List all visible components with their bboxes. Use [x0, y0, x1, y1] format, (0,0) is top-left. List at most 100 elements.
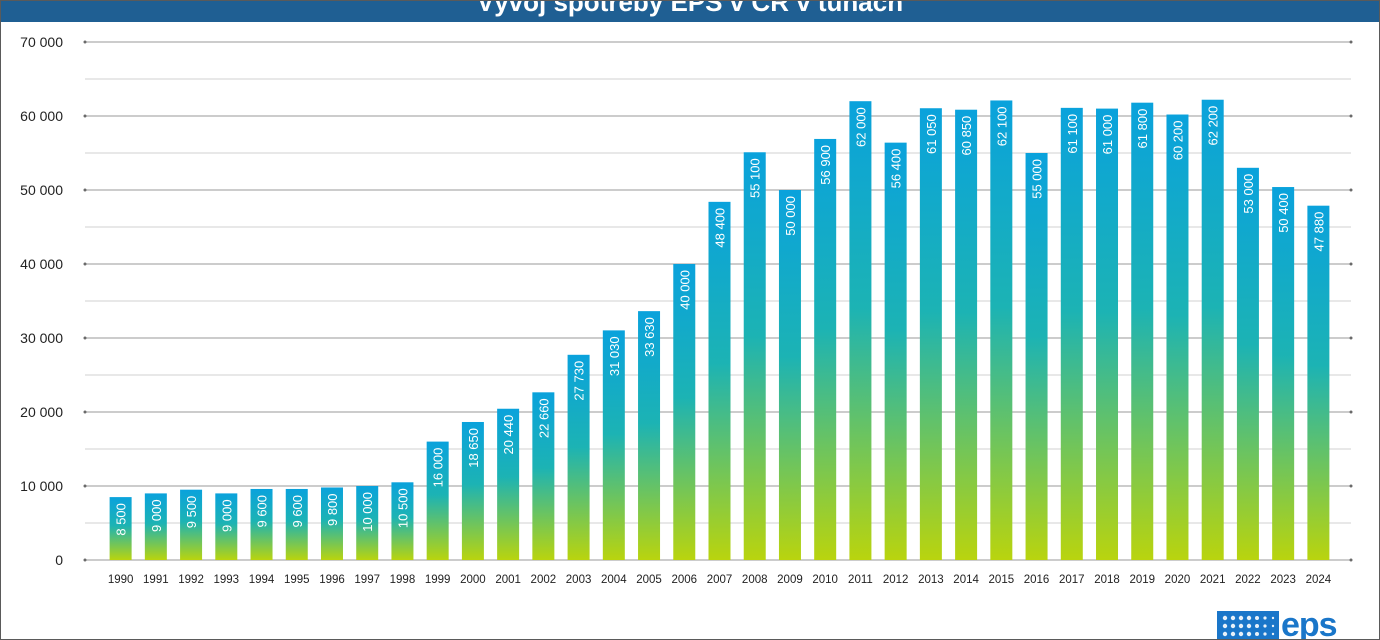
bar-value-label: 60 850	[959, 116, 974, 156]
x-tick-label: 2013	[918, 574, 944, 586]
x-tick-label: 2009	[777, 574, 803, 586]
bar-value-label: 62 200	[1206, 106, 1221, 146]
bar-value-label: 20 440	[501, 415, 516, 455]
bar-value-label: 33 630	[642, 317, 657, 357]
x-tick-label: 2008	[742, 574, 768, 586]
bar-value-label: 61 800	[1135, 109, 1150, 149]
bar	[602, 330, 625, 560]
x-tick-label: 1998	[390, 574, 416, 586]
bar-value-label: 61 000	[1100, 115, 1115, 155]
logo-text: eps	[1281, 606, 1338, 640]
bar-value-label: 9 800	[325, 493, 340, 526]
x-tick-label: 2010	[812, 574, 838, 586]
eps-logo: eps	[1217, 606, 1347, 639]
bar	[884, 142, 907, 560]
y-tick-label: 20 000	[20, 404, 63, 420]
gridline-marker	[83, 484, 87, 488]
bar-value-label: 10 000	[360, 492, 375, 532]
x-tick-label: 2014	[953, 574, 979, 586]
y-tick-label: 10 000	[20, 478, 63, 494]
x-tick-label: 2019	[1129, 574, 1155, 586]
bar	[144, 493, 167, 560]
bar	[708, 201, 731, 560]
gridline-marker	[1349, 262, 1353, 266]
bar-value-label: 16 000	[431, 448, 446, 488]
bar-value-label: 56 900	[818, 145, 833, 185]
x-tick-label: 2016	[1024, 574, 1050, 586]
bar	[1096, 108, 1119, 560]
bar-value-label: 61 100	[1065, 114, 1080, 154]
bar-value-label: 62 000	[853, 107, 868, 147]
x-tick-label: 2024	[1306, 574, 1332, 586]
bar	[426, 441, 449, 560]
bar-value-label: 9 500	[184, 496, 199, 529]
x-tick-label: 2015	[989, 574, 1015, 586]
bar	[1060, 107, 1083, 561]
gridline-marker	[1349, 336, 1353, 340]
bar	[109, 497, 132, 560]
gridline-marker	[1349, 188, 1353, 192]
bar	[1166, 114, 1189, 561]
y-tick-label: 0	[55, 552, 63, 568]
bar	[1272, 187, 1295, 561]
bar-value-label: 9 000	[149, 499, 164, 532]
bar-value-label: 40 000	[677, 270, 692, 310]
bar	[1236, 167, 1259, 561]
bar-value-label: 53 000	[1241, 174, 1256, 214]
bar-value-label: 48 400	[713, 208, 728, 248]
bar	[1201, 99, 1224, 560]
y-tick-label: 40 000	[20, 256, 63, 272]
bar	[778, 190, 801, 560]
gridline-marker	[83, 262, 87, 266]
gridline-marker	[83, 410, 87, 414]
bar	[673, 264, 696, 560]
bar	[919, 108, 942, 560]
bar	[955, 109, 978, 561]
bar	[215, 493, 238, 560]
x-tick-label: 1995	[284, 574, 310, 586]
bar	[1025, 153, 1048, 560]
bar	[391, 482, 414, 560]
x-tick-label: 2018	[1094, 574, 1120, 586]
x-tick-label: 1991	[143, 574, 169, 586]
bar-value-label: 50 000	[783, 196, 798, 236]
bar	[638, 311, 661, 560]
x-tick-label: 2011	[848, 574, 873, 586]
bar-value-label: 22 660	[536, 398, 551, 438]
x-tick-label: 2021	[1200, 574, 1226, 586]
gridline-marker	[83, 40, 87, 44]
bar	[849, 101, 872, 560]
bar	[1131, 102, 1154, 561]
x-tick-label: 2023	[1270, 574, 1296, 586]
x-tick-label: 1994	[249, 574, 275, 586]
bar	[990, 100, 1013, 561]
x-tick-label: 1999	[425, 574, 451, 586]
bar	[1307, 205, 1330, 561]
x-tick-label: 2012	[883, 574, 909, 586]
y-tick-label: 30 000	[20, 330, 63, 346]
x-tick-label: 2002	[531, 574, 557, 586]
x-tick-label: 1990	[108, 574, 134, 586]
y-tick-label: 70 000	[20, 34, 63, 50]
bar-value-label: 61 050	[924, 114, 939, 154]
gridline-marker	[1349, 410, 1353, 414]
bar-value-label: 10 500	[395, 488, 410, 528]
bar-value-label: 31 030	[607, 336, 622, 376]
gridline-marker	[1349, 558, 1353, 562]
bar	[250, 488, 273, 560]
gridline-marker	[1349, 114, 1353, 118]
bar-value-label: 47 880	[1311, 212, 1326, 252]
x-tick-label: 2005	[636, 574, 662, 586]
gridline-marker	[1349, 484, 1353, 488]
bar-value-label: 60 200	[1170, 121, 1185, 161]
bar-value-label: 55 100	[748, 158, 763, 198]
bar-value-label: 8 500	[114, 503, 129, 536]
x-tick-label: 2007	[707, 574, 733, 586]
logo-dots-icon	[1217, 611, 1279, 639]
bar-value-label: 56 400	[889, 149, 904, 189]
gridline-marker	[83, 188, 87, 192]
x-tick-label: 1993	[214, 574, 240, 586]
x-tick-label: 1996	[319, 574, 345, 586]
